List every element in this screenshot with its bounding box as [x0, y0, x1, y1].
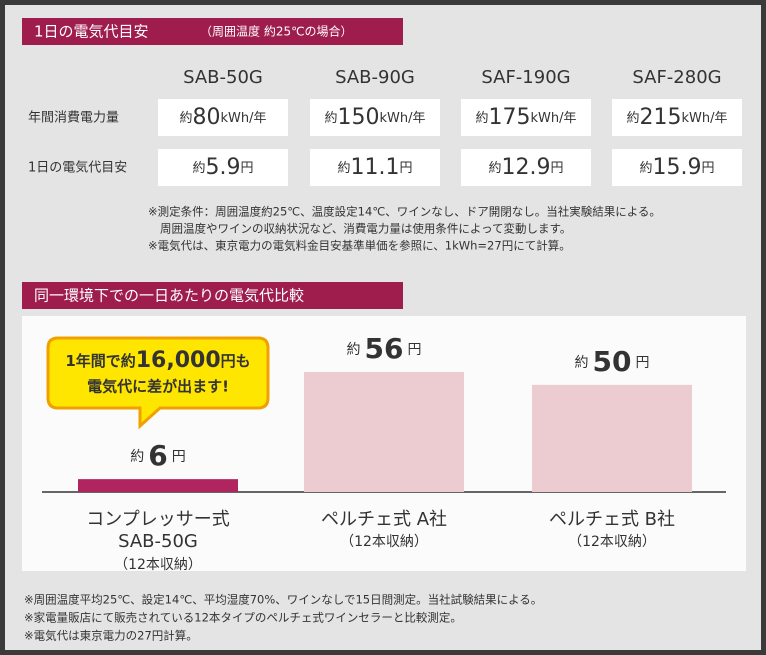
model-name: SAF-280G [632, 67, 721, 88]
unit: 円 [701, 161, 714, 176]
unit: 円 [407, 342, 421, 358]
note: ※測定条件：周囲温度約25℃、温度設定14℃、ワインなし、ドア開閉なし。当社実験… [148, 205, 661, 219]
unit: 円 [172, 449, 186, 465]
unit: 円 [241, 161, 254, 176]
category-detail: SAB-50G [118, 531, 198, 552]
prefix: 約 [575, 355, 589, 371]
category-detail: （12本収納） [568, 534, 656, 550]
callout-suffix: 円も [221, 352, 251, 370]
note: ※電気代は、東京電力の電気料金目安基準単価を参照に、1kWh=27円にて計算。 [148, 239, 571, 253]
category-label: ペルチェ式 A社 [321, 509, 447, 530]
unit: 円 [550, 161, 563, 176]
prefix: 約 [179, 111, 192, 126]
prefix: 約 [488, 161, 501, 176]
row-label: 1日の電気代目安 [28, 160, 127, 176]
model-name: SAB-90G [335, 67, 415, 88]
section-subtitle: （周囲温度 約25℃の場合） [200, 24, 353, 39]
amount: 150 [338, 105, 380, 130]
cell [158, 149, 288, 186]
amount: 50 [593, 345, 632, 378]
cell-value: 約12.9円 [488, 155, 563, 180]
category-detail: （12本収納） [114, 557, 202, 573]
cell-value: 約175kWh/年 [475, 105, 576, 130]
value-label: 約 56 円 [347, 332, 422, 365]
prefix: 約 [475, 111, 488, 126]
note: 周囲温度やワインの収納状況など、消費電力量は使用条件によって変動します。 [160, 222, 571, 236]
value-label: 約 50 円 [575, 345, 650, 378]
prefix: 約 [639, 161, 652, 176]
cell-value: 約15.9円 [639, 155, 714, 180]
note: ※電気代は東京電力の27円計算。 [24, 629, 198, 643]
amount: 56 [365, 332, 404, 365]
cell-value: 約11.1円 [337, 155, 412, 180]
amount: 11.1 [351, 155, 400, 180]
prefix: 約 [347, 342, 361, 358]
row-label: 年間消費電力量 [28, 111, 119, 126]
prefix: 約 [192, 161, 205, 176]
model-name: SAB-50G [183, 67, 263, 88]
callout-line: 電気代に差が出ます! [87, 378, 229, 396]
category-detail: （12本収納） [340, 534, 428, 550]
unit: kWh/年 [531, 111, 577, 126]
callout-bubble [46, 336, 270, 430]
note: ※家電量販店にて販売されている12本タイプのペルチェ式ワインセラーと比較測定。 [24, 611, 462, 625]
cell-value: 約80kWh/年 [179, 105, 266, 130]
prefix: 約 [324, 111, 337, 126]
unit: kWh/年 [682, 111, 728, 126]
prefix: 約 [130, 449, 144, 465]
bar [532, 384, 692, 492]
amount: 12.9 [502, 155, 551, 180]
amount: 215 [640, 105, 682, 130]
category-label: コンプレッサー式 [86, 509, 229, 530]
section-title: 1日の電気代目安 [34, 23, 149, 41]
cell [461, 99, 591, 136]
cell [461, 149, 591, 186]
amount: 80 [193, 105, 221, 130]
model-name: SAF-190G [481, 67, 570, 88]
note: ※周囲温度平均25℃、設定14℃、平均湿度70%、ワインなしで15日間測定。当社… [24, 593, 542, 607]
callout-prefix: 1年間で約 [65, 352, 135, 370]
cell [612, 99, 742, 136]
unit: 円 [635, 355, 649, 371]
amount: 6 [148, 439, 167, 472]
cell [612, 149, 742, 186]
amount: 175 [489, 105, 531, 130]
bar [78, 479, 238, 492]
callout-amount: 16,000 [136, 348, 221, 373]
bar [304, 372, 464, 492]
unit: 円 [399, 161, 412, 176]
category-label: ペルチェ式 B社 [549, 509, 675, 530]
cell [310, 99, 440, 136]
prefix: 約 [626, 111, 639, 126]
amount: 5.9 [206, 155, 241, 180]
section-header [22, 282, 403, 309]
callout-line: 1年間で約16,000円も [65, 348, 250, 373]
cell-value: 約215kWh/年 [626, 105, 727, 130]
prefix: 約 [337, 161, 350, 176]
cell-value: 約5.9円 [192, 155, 253, 180]
unit: kWh/年 [380, 111, 426, 126]
cell [310, 149, 440, 186]
section-header [22, 18, 403, 45]
unit: kWh/年 [221, 111, 267, 126]
chart-title: 同一環境下での一日あたりの電気代比較 [34, 287, 304, 305]
cell-value: 約150kWh/年 [324, 105, 425, 130]
amount: 15.9 [653, 155, 702, 180]
cell [158, 99, 288, 136]
